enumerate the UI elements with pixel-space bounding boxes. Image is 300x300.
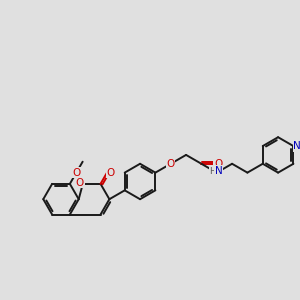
Text: N: N (215, 166, 223, 176)
Text: O: O (72, 168, 80, 178)
Text: O: O (167, 159, 175, 169)
Text: H: H (209, 167, 216, 176)
Text: O: O (76, 178, 84, 188)
Text: N: N (293, 141, 300, 151)
Text: O: O (107, 168, 115, 178)
Text: O: O (214, 159, 222, 169)
